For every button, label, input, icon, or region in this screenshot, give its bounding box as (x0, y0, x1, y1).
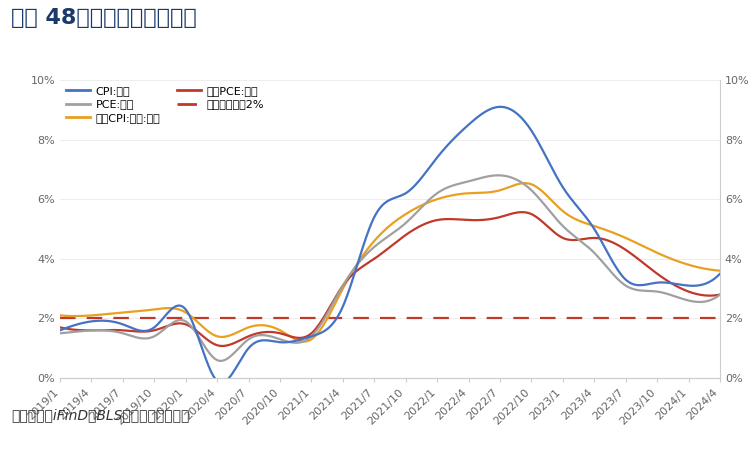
Text: 图表 48：美国通胀率（月）: 图表 48：美国通胀率（月） (11, 8, 197, 28)
Legend: CPI:同比, PCE:同比, 核心CPI:季调:同比, 核心PCE:同比, 长期通胀目标2%: CPI:同比, PCE:同比, 核心CPI:季调:同比, 核心PCE:同比, 长… (66, 85, 264, 123)
Text: 数据来源：iFinD、BLS、中粮期货研究院: 数据来源：iFinD、BLS、中粮期货研究院 (11, 408, 190, 422)
